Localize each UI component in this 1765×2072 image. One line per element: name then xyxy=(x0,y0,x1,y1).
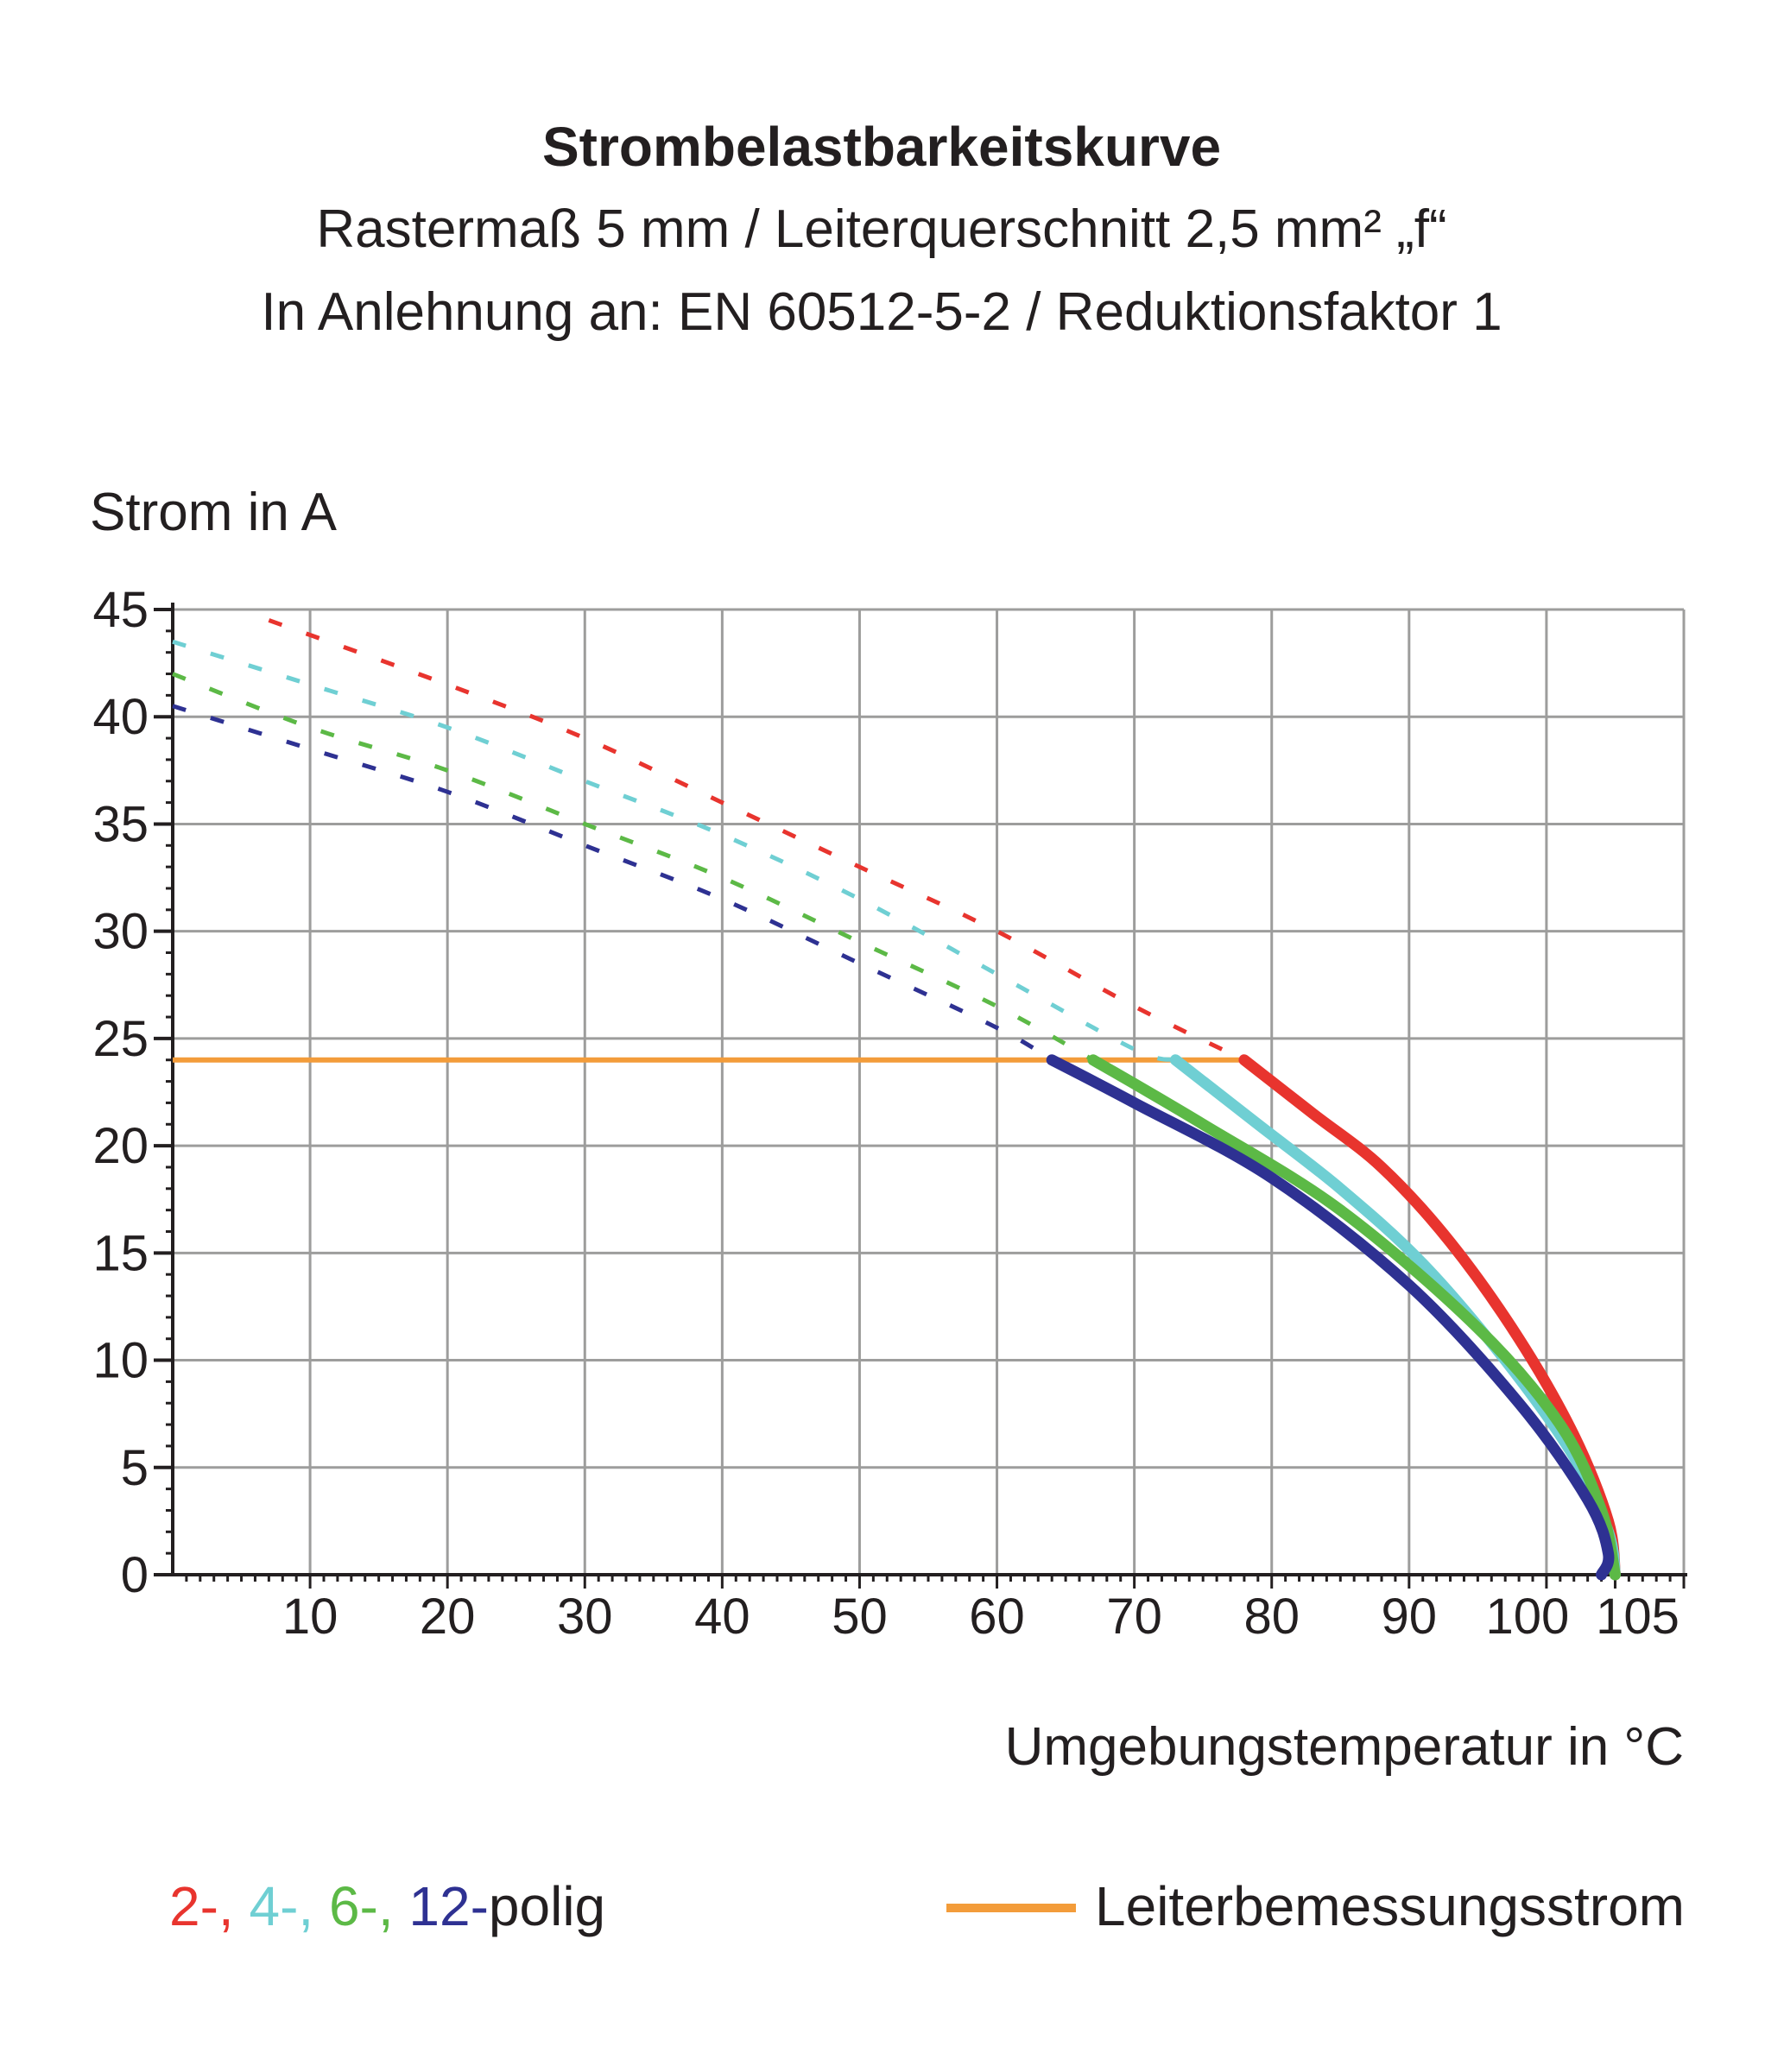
series-2-dashed xyxy=(268,618,1246,1062)
x-tick-label: 20 xyxy=(420,1589,476,1645)
series-4-dashed xyxy=(172,639,1176,1063)
x-tick-label: 10 xyxy=(282,1589,338,1645)
x-tick-label: 90 xyxy=(1382,1589,1438,1645)
y-tick-label: 35 xyxy=(92,796,149,852)
legend-item: 2- xyxy=(169,1875,218,1937)
y-tick-label: 5 xyxy=(121,1440,149,1496)
x-tick-label: 50 xyxy=(832,1589,888,1645)
y-tick-label: 15 xyxy=(92,1225,149,1281)
legend-item: 12- xyxy=(394,1875,489,1937)
legend-item: 6- xyxy=(313,1875,378,1937)
x-tick-label: 60 xyxy=(969,1589,1025,1645)
y-axis-label: Strom in A xyxy=(90,483,338,542)
legend-item: , xyxy=(218,1875,234,1937)
series-6-line xyxy=(1087,1054,1621,1581)
legend-series: 2-, 4-, 6-, 12-polig xyxy=(169,1875,605,1937)
series-12-line xyxy=(1046,1054,1615,1581)
x-tick-label: 30 xyxy=(557,1589,613,1645)
y-tick-label: 40 xyxy=(92,689,149,745)
y-tick-label: 25 xyxy=(92,1011,149,1067)
chart-subtitle-1: Rastermaß 5 mm / Leiterquerschnitt 2,5 m… xyxy=(316,199,1446,259)
x-tick-label: 100 xyxy=(1486,1589,1570,1645)
x-tick-label: 70 xyxy=(1106,1589,1162,1645)
legend-item: , xyxy=(298,1875,313,1937)
series-12-dashed xyxy=(172,704,1053,1062)
y-tick-label: 30 xyxy=(92,904,149,960)
chart-subtitle-2: In Anlehnung an: EN 60512-5-2 / Reduktio… xyxy=(261,282,1502,342)
legend-item: 4- xyxy=(234,1875,299,1937)
x-axis-label: Umgebungstemperatur in °C xyxy=(1005,1717,1684,1777)
legend-item: polig xyxy=(489,1875,605,1937)
legend: 2-, 4-, 6-, 12-polig Leiterbemessungsstr… xyxy=(169,1875,1685,1937)
series-6-dashed xyxy=(172,672,1095,1062)
series-2-line xyxy=(1238,1054,1621,1581)
y-tick-label: 10 xyxy=(92,1333,149,1389)
y-tick-label: 20 xyxy=(92,1118,149,1174)
legend-rated-label: Leiterbemessungsstrom xyxy=(1095,1875,1685,1937)
legend-item: , xyxy=(378,1875,394,1937)
series-4-line xyxy=(1169,1054,1621,1581)
chart-title: Strombelastbarkeitskurve xyxy=(542,116,1221,178)
x-tick-label: 80 xyxy=(1243,1589,1300,1645)
x-tick-label: 105 xyxy=(1596,1589,1680,1645)
y-tick-label: 45 xyxy=(92,582,149,638)
y-tick-label: 0 xyxy=(121,1547,149,1603)
x-tick-label: 40 xyxy=(694,1589,750,1645)
